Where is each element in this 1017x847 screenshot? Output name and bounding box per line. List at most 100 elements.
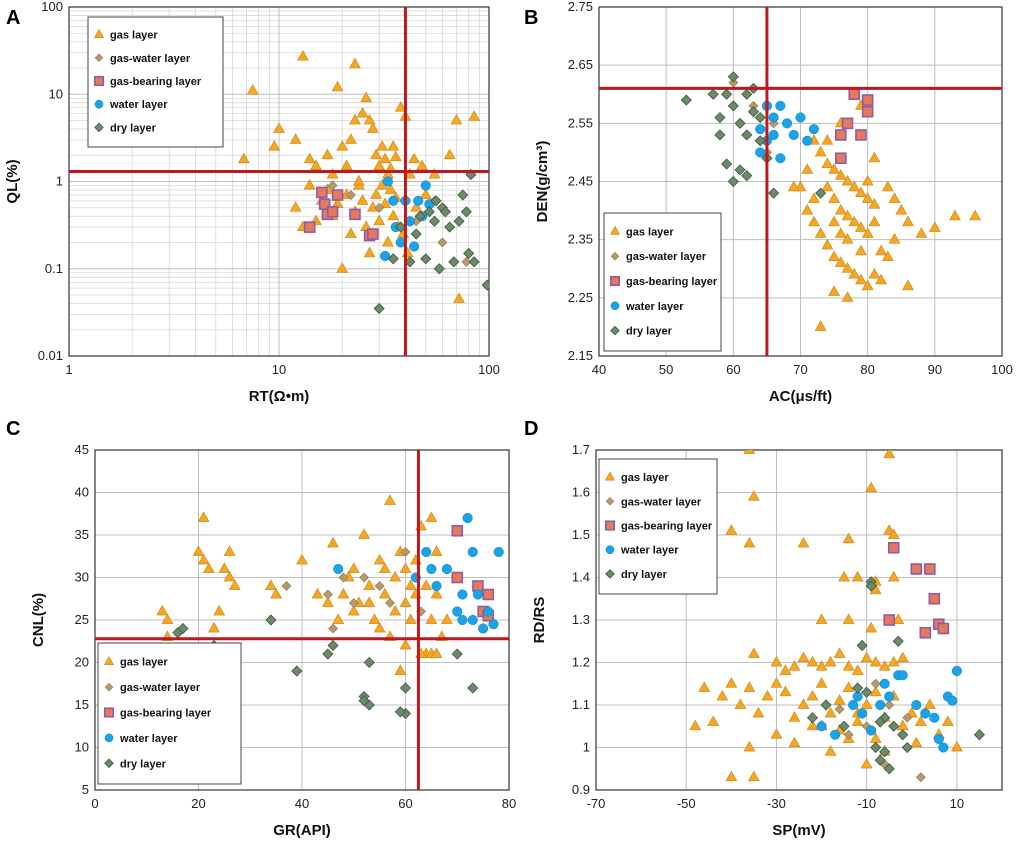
data-point-dry xyxy=(428,215,441,227)
data-point-water xyxy=(431,580,442,592)
series-gas xyxy=(689,450,963,782)
data-point-gas xyxy=(969,209,982,221)
data-point-gas xyxy=(410,201,423,212)
data-point-gas xyxy=(861,279,874,291)
data-point-gas xyxy=(228,579,241,590)
data-point-dry xyxy=(433,263,445,275)
data-point-gas xyxy=(743,740,756,752)
plot-frame xyxy=(595,449,1003,791)
data-point-gas xyxy=(430,587,443,599)
series-gas-bearing xyxy=(451,524,495,622)
data-point-gas xyxy=(297,50,309,61)
data-point-water xyxy=(857,708,868,719)
data-point-dry xyxy=(741,170,753,182)
data-point-dry xyxy=(727,100,739,112)
data-point-gas xyxy=(828,215,840,227)
data-point-gas xyxy=(950,740,963,752)
data-point-dry xyxy=(410,228,422,240)
data-point-dry xyxy=(806,712,819,724)
legend-label: gas-bearing layer xyxy=(120,708,212,720)
data-point-gas xyxy=(331,80,344,92)
legend-marker-water xyxy=(610,301,620,311)
data-point-gas xyxy=(321,596,334,607)
data-point-gas xyxy=(197,553,210,565)
data-point-gas-water xyxy=(281,581,292,591)
data-point-dry xyxy=(467,682,479,694)
data-point-gas xyxy=(311,587,324,599)
series-gas-water xyxy=(834,678,926,783)
data-point-gas xyxy=(370,148,383,160)
data-point-dry xyxy=(754,135,766,147)
plot-frame xyxy=(94,449,510,791)
data-point-water xyxy=(933,733,944,745)
data-point-water xyxy=(478,623,489,634)
legend-label: gas-water layer xyxy=(621,496,702,508)
data-point-gas xyxy=(213,604,226,616)
data-point-gas xyxy=(381,235,394,247)
data-point-dry xyxy=(754,111,766,124)
data-point-dry xyxy=(741,88,753,100)
y-tick-label: 25 xyxy=(75,612,89,627)
data-point-gas xyxy=(887,528,900,539)
series-water xyxy=(380,176,435,262)
legend-label: water layer xyxy=(119,733,178,745)
data-point-dry xyxy=(463,247,475,259)
x-tick-label: 90 xyxy=(928,362,942,377)
data-point-gas xyxy=(378,587,391,599)
data-point-water xyxy=(929,712,940,723)
y-tick-label: 1.3 xyxy=(572,612,590,627)
data-point-gas xyxy=(910,736,923,748)
x-tick-label: 100 xyxy=(478,362,500,377)
data-point-dry xyxy=(888,720,900,732)
legend-marker-gas-water xyxy=(94,53,104,63)
data-point-gas xyxy=(848,267,861,279)
data-point-gas xyxy=(387,209,400,221)
data-point-water xyxy=(782,118,793,129)
data-point-gas xyxy=(273,122,285,133)
legend-label: gas-bearing layer xyxy=(621,521,713,533)
series-gas xyxy=(787,87,982,331)
data-point-gas xyxy=(379,197,391,209)
chart-panel-b: 40 50 60 70 80 90 100 2.15 2.25 2.35 2.45 2.55 2.65 2… xyxy=(524,0,1013,405)
data-point-gas-water xyxy=(461,256,472,267)
series-dry xyxy=(806,576,986,775)
data-point-gas xyxy=(404,613,417,624)
y-tick-label: 15 xyxy=(75,697,89,712)
legend-label: gas-bearing layer xyxy=(626,276,718,288)
panel-letter: B xyxy=(524,7,538,29)
y-tick-label: 1 xyxy=(56,174,63,189)
x-tick-label: 100 xyxy=(991,362,1013,377)
data-point-gas-water xyxy=(870,678,881,689)
data-point-gas xyxy=(869,685,882,697)
data-point-gas xyxy=(303,152,316,164)
data-point-gas xyxy=(363,246,376,258)
y-tick-label: 20 xyxy=(75,655,89,670)
data-point-dry xyxy=(453,215,465,227)
chart-panel-c: 0 20 40 60 80 5 10 15 20 25 30 35 40 45 GR(API) CNL(%) C… xyxy=(6,418,516,839)
data-point-water xyxy=(755,147,766,158)
data-point-gas xyxy=(834,227,847,238)
data-point-gas xyxy=(373,553,386,565)
data-point-dry xyxy=(883,763,895,775)
x-tick-label: 80 xyxy=(502,796,516,811)
data-point-gas-water xyxy=(328,623,338,634)
data-point-water xyxy=(483,606,494,617)
legend-marker-gas-water xyxy=(104,682,114,692)
x-axis-title: GR(API) xyxy=(273,822,331,839)
data-point-dry xyxy=(721,158,733,170)
data-point-gas xyxy=(428,167,441,179)
data-point-water xyxy=(488,619,499,630)
data-point-gas xyxy=(352,174,365,186)
data-point-water xyxy=(457,589,468,600)
data-point-gas xyxy=(821,134,834,145)
data-point-gas xyxy=(814,320,827,331)
data-point-dry xyxy=(714,111,726,124)
data-point-gas-water xyxy=(359,572,370,583)
data-point-gas xyxy=(824,655,837,667)
data-point-water xyxy=(382,176,393,187)
data-point-gas-bearing xyxy=(910,563,923,575)
legend-marker-gas xyxy=(609,225,621,235)
data-point-dry xyxy=(457,189,469,201)
data-point-water xyxy=(866,725,877,736)
data-point-gas xyxy=(902,279,914,291)
